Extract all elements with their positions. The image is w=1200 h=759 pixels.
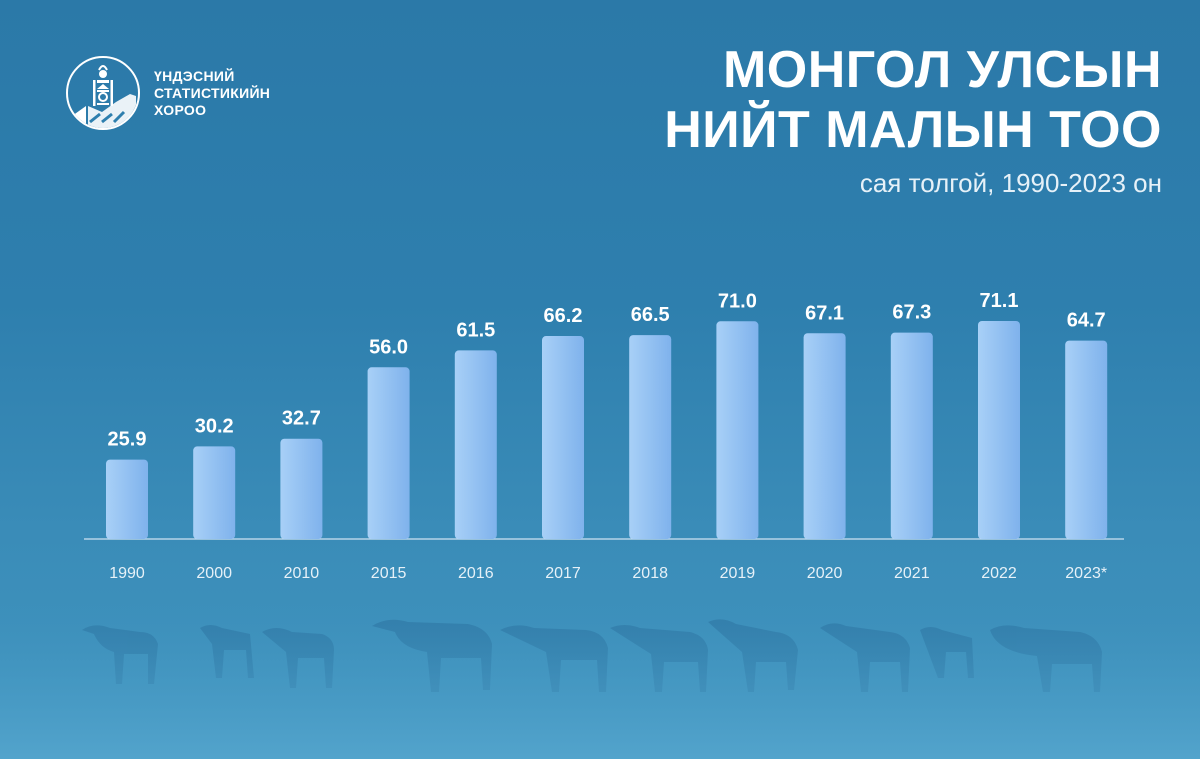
- bar-2023*: [1065, 340, 1108, 539]
- x-tick-label-2021: 2021: [894, 565, 930, 582]
- x-tick-label-2022: 2022: [981, 565, 1017, 582]
- page-title: МОНГОЛ УЛСЫН НИЙТ МАЛЫН ТОО: [664, 40, 1162, 160]
- x-tick-label-2018: 2018: [632, 565, 668, 582]
- bar-1990: [106, 459, 148, 539]
- x-tick-label-2015: 2015: [371, 565, 407, 582]
- x-tick-label-1990: 1990: [109, 565, 145, 582]
- data-label-2020: 67.1: [805, 302, 844, 324]
- x-tick-label-2019: 2019: [720, 565, 756, 582]
- data-label-2000: 30.2: [195, 415, 234, 437]
- title-line-2: НИЙТ МАЛЫН ТОО: [664, 101, 1162, 159]
- bar-2020: [803, 333, 846, 539]
- data-label-2015: 56.0: [369, 336, 408, 358]
- org-name-line-1: ҮНДЭСНИЙ: [154, 67, 235, 84]
- bar-2015: [367, 367, 410, 539]
- x-tick-label-2010: 2010: [284, 565, 320, 582]
- data-label-2022: 71.1: [980, 290, 1019, 312]
- bar-2010: [280, 438, 323, 539]
- bar-2000: [193, 446, 236, 539]
- data-label-2019: 71.0: [718, 290, 757, 312]
- bar-2017: [542, 336, 584, 539]
- data-label-2023*: 64.7: [1067, 310, 1106, 332]
- x-tick-label-2017: 2017: [545, 565, 581, 582]
- bar-2016: [454, 350, 497, 539]
- title-line-1: МОНГОЛ УЛСЫН: [722, 41, 1162, 99]
- data-label-2017: 66.2: [544, 305, 583, 327]
- soyombo-emblem-icon: [66, 56, 140, 130]
- nso-logo: ҮНДЭСНИЙ СТАТИСТИКИЙН ХОРОО: [66, 56, 270, 130]
- chart-subtitle: сая толгой, 1990-2023 он: [859, 168, 1162, 198]
- data-label-2016: 61.5: [456, 319, 495, 341]
- horses-background-image: [0, 600, 1200, 759]
- org-name-line-2: СТАТИСТИКИЙН: [154, 84, 271, 101]
- bar-2018: [629, 335, 672, 539]
- bar-2021: [890, 332, 933, 539]
- bar-2022: [978, 321, 1020, 539]
- x-tick-label-2016: 2016: [458, 565, 494, 582]
- data-label-2018: 66.5: [631, 304, 670, 326]
- x-tick-label-2023*: 2023*: [1065, 565, 1107, 582]
- x-tick-label-2000: 2000: [196, 565, 232, 582]
- data-label-1990: 25.9: [108, 429, 147, 451]
- data-label-2021: 67.3: [892, 302, 931, 324]
- org-name: ҮНДЭСНИЙ СТАТИСТИКИЙН ХОРОО: [154, 68, 270, 119]
- org-name-line-3: ХОРОО: [154, 101, 207, 118]
- x-tick-label-2020: 2020: [807, 565, 843, 582]
- data-label-2010: 32.7: [282, 408, 321, 430]
- bar-2019: [716, 321, 759, 539]
